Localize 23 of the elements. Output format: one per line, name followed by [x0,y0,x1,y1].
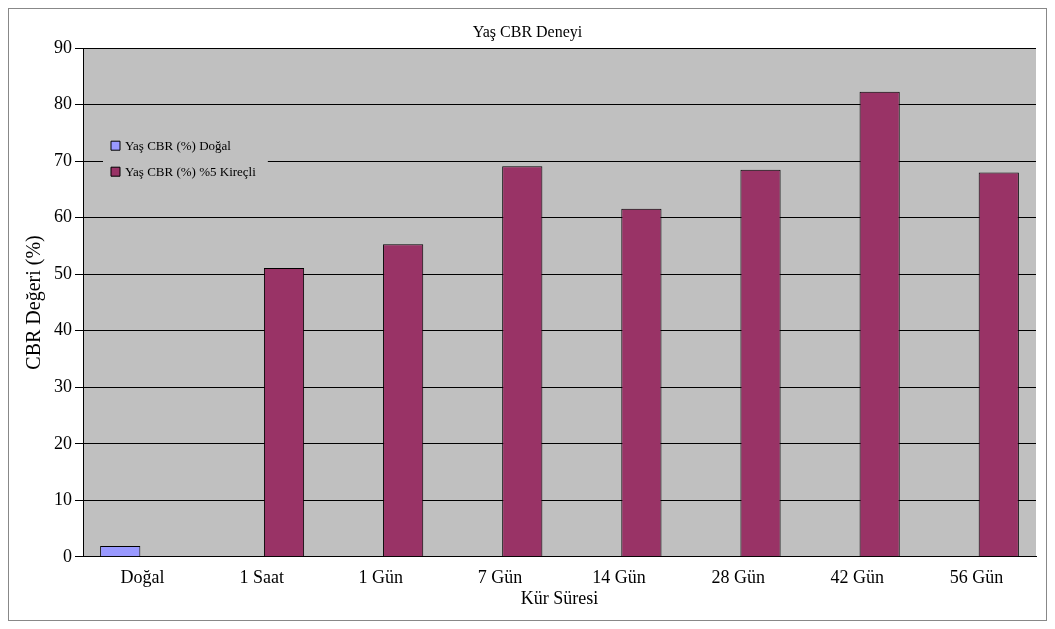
x-tick-label: Doğal [120,567,165,588]
x-tick-label: 7 Gün [477,567,523,588]
y-tick-label: 60 [54,206,72,227]
y-axis-title: CBR Değeri (%) [22,235,46,370]
legend-label: Yaş CBR (%) %5 Kireçli [125,163,257,179]
y-tick-label: 0 [63,545,72,566]
x-tick-label: 1 Saat [239,567,284,588]
legend-label: Yaş CBR (%) Doğal [125,137,232,153]
y-tick-label: 20 [54,432,72,453]
y-tick-label: 90 [54,36,72,57]
y-tick-label: 80 [54,93,72,114]
y-tick-label: 30 [54,376,72,396]
x-tick-label: 56 Gün [949,567,1004,588]
x-axis-title: Kür Süresi [520,587,599,608]
x-tick-label: 14 Gün [592,567,646,588]
x-tick-label: 28 Gün [711,567,765,588]
x-tick-label: 1 Gün [358,567,404,588]
y-tick-label: 50 [54,262,72,283]
x-tick-label: 42 Gün [830,567,885,588]
chart-title: Yaş CBR Deneyi [472,22,583,41]
y-tick-label: 40 [54,319,72,340]
y-tick-label: 10 [54,489,72,510]
y-tick-label: 70 [54,149,72,170]
